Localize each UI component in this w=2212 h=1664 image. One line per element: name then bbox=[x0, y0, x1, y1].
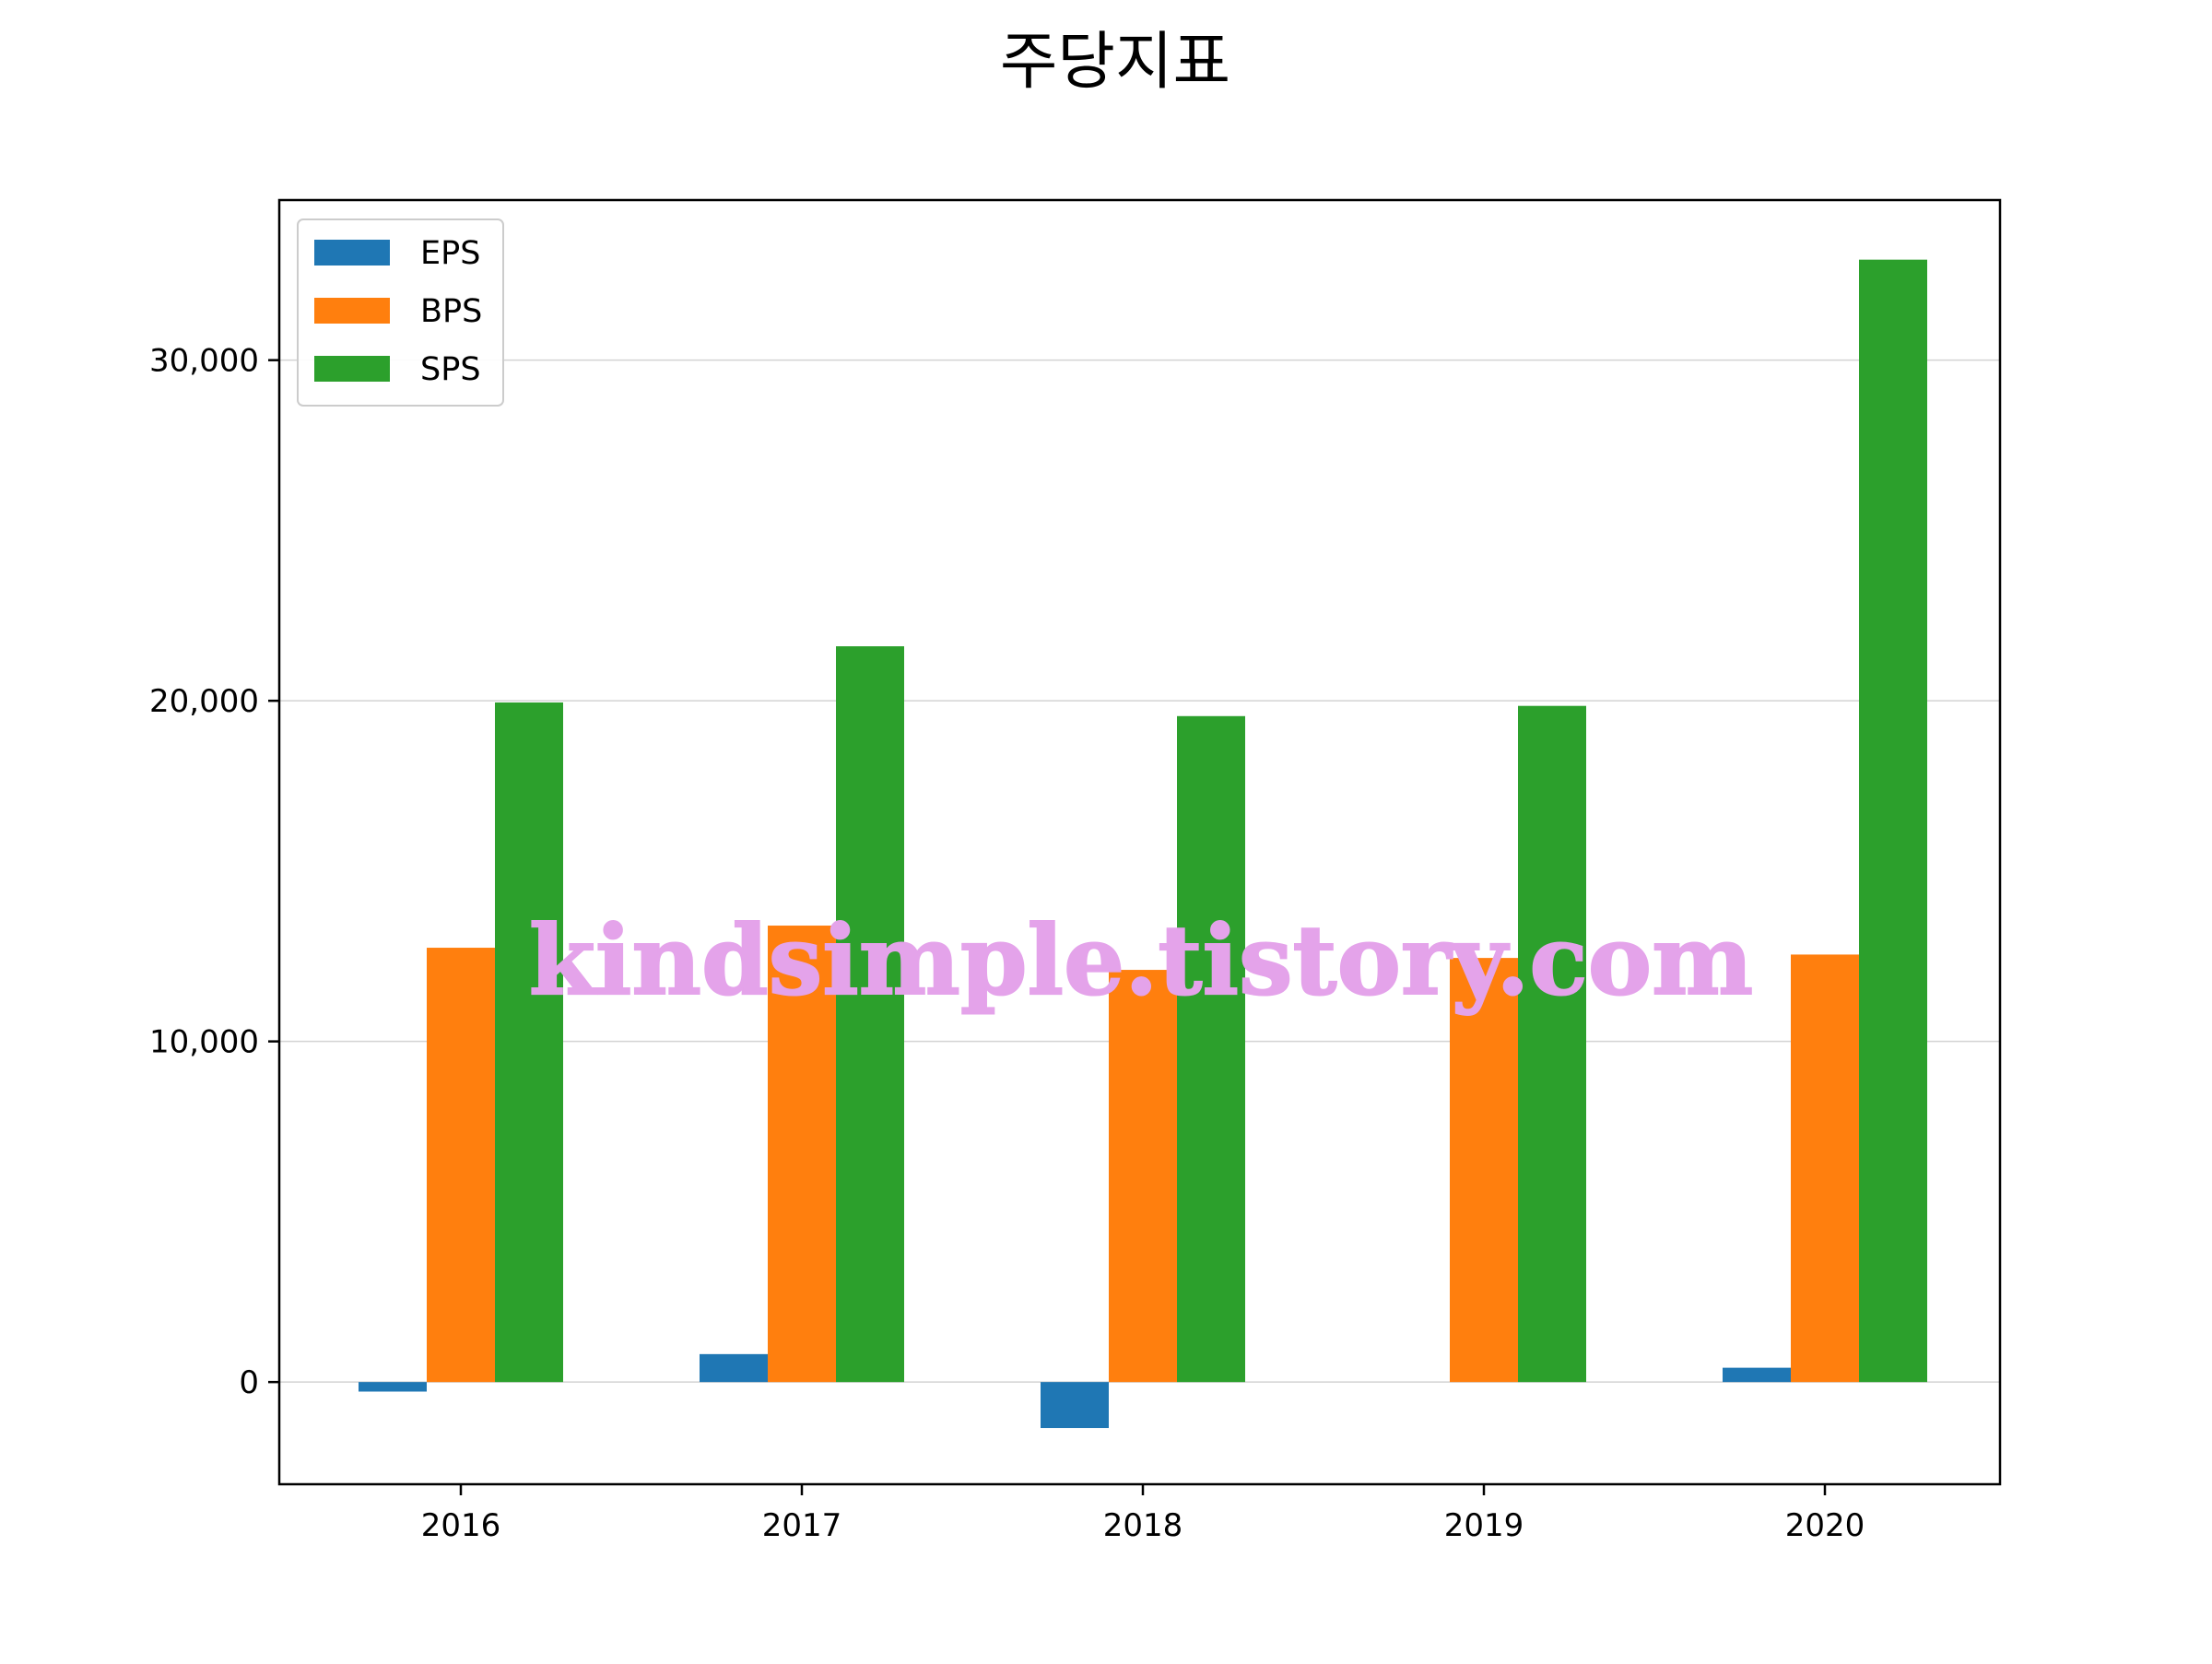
bar-bps-2020 bbox=[1791, 954, 1859, 1383]
bar-bps-2016 bbox=[427, 948, 495, 1383]
legend: EPS BPS SPS bbox=[297, 218, 504, 407]
x-axis: 2016 2017 2018 2019 2020 bbox=[421, 1484, 1865, 1544]
watermark-text: kindsimple.tistory.com bbox=[529, 903, 1753, 1017]
bars bbox=[359, 259, 1927, 1429]
bar-sps-2020 bbox=[1859, 259, 1927, 1383]
bar-eps-2017 bbox=[700, 1353, 768, 1383]
y-axis: 0 10,000 20,000 30,000 bbox=[149, 343, 279, 1401]
x-tick-label: 2020 bbox=[1785, 1507, 1865, 1544]
x-tick-label: 2016 bbox=[421, 1507, 501, 1544]
legend-swatch-sps bbox=[314, 356, 390, 382]
bar-eps-2018 bbox=[1041, 1382, 1109, 1429]
x-tick-label: 2018 bbox=[1103, 1507, 1183, 1544]
bar-bps-2018 bbox=[1109, 970, 1177, 1383]
bar-bps-2017 bbox=[768, 926, 836, 1383]
bar-sps-2016 bbox=[495, 702, 563, 1383]
bar-sps-2017 bbox=[836, 646, 904, 1383]
plot-area-frame bbox=[277, 198, 2002, 1486]
bar-sps-2018 bbox=[1177, 715, 1245, 1383]
x-tick-label: 2017 bbox=[762, 1507, 842, 1544]
legend-label-bps: BPS bbox=[420, 293, 482, 330]
y-tick-label: 20,000 bbox=[149, 683, 259, 720]
legend-label-eps: EPS bbox=[420, 235, 480, 272]
legend-swatch-bps bbox=[314, 298, 390, 324]
bar-eps-2016 bbox=[359, 1382, 427, 1392]
bar-sps-2019 bbox=[1518, 705, 1586, 1383]
legend-label-sps: SPS bbox=[420, 351, 481, 388]
legend-swatch-eps bbox=[314, 240, 390, 266]
x-tick-label: 2019 bbox=[1444, 1507, 1524, 1544]
bar-bps-2019 bbox=[1450, 958, 1518, 1383]
y-tick-label: 30,000 bbox=[149, 343, 259, 380]
y-tick-label: 0 bbox=[239, 1364, 259, 1401]
y-tick-label: 10,000 bbox=[149, 1024, 259, 1061]
chart-title: 주당지표 bbox=[1000, 26, 1230, 99]
bar-eps-2020 bbox=[1723, 1367, 1791, 1383]
